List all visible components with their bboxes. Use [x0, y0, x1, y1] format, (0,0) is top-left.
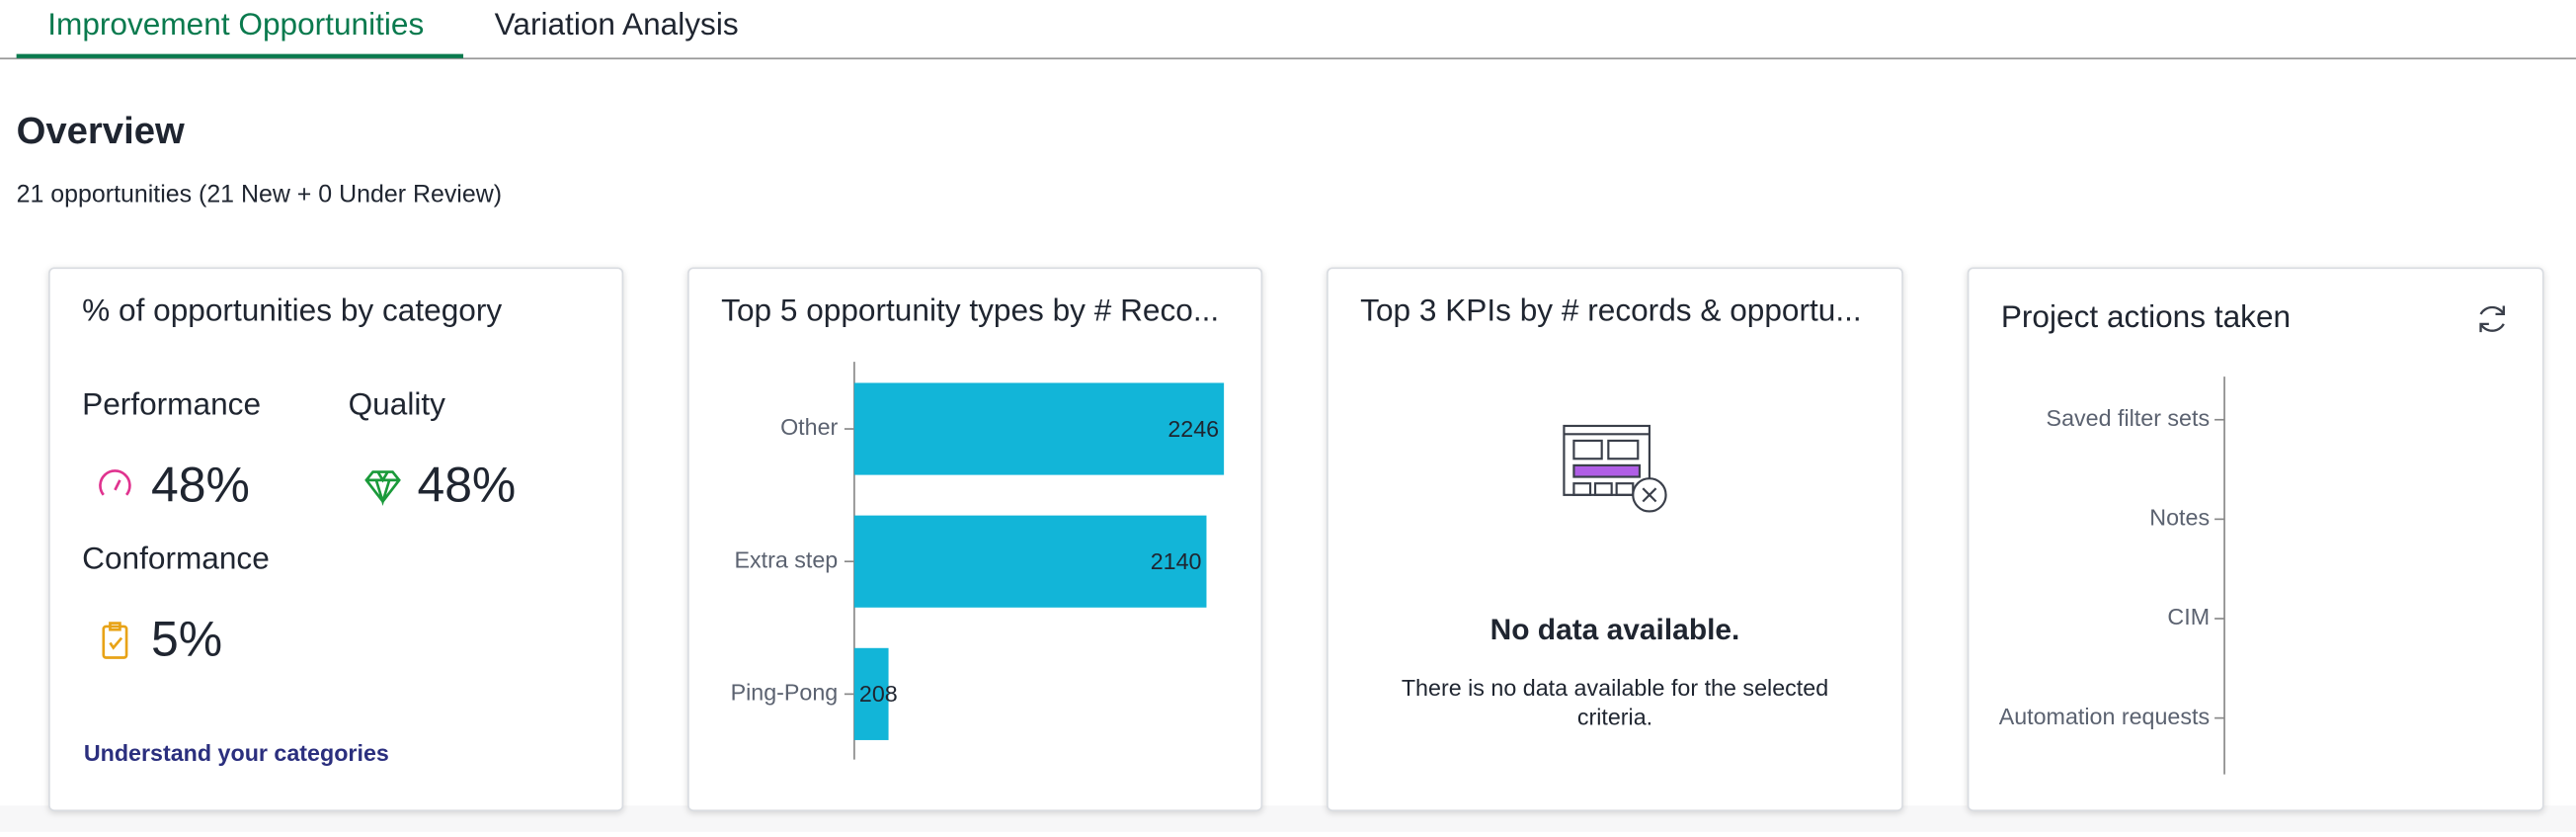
conformance-icon: [102, 622, 128, 659]
quality-icon: [364, 470, 401, 507]
category-value: 5%: [151, 612, 222, 667]
category-value: 48%: [417, 457, 516, 512]
y-tick-label: Other: [780, 414, 838, 440]
bar-value-label: 208: [859, 681, 898, 707]
tab-active[interactable]: Improvement Opportunities: [47, 6, 424, 42]
no-data-icon: [1563, 424, 1667, 513]
bar-value-label: 2246: [1167, 416, 1219, 442]
card-frame: [1327, 267, 1903, 812]
bar: [853, 382, 1225, 475]
kpi-card: Top 3 KPIs by # records & opportu... No …: [1327, 267, 1903, 812]
overview-summary: 21 opportunities (21 New + 0 Under Revie…: [17, 181, 502, 209]
empty-text-box: There is no data available for the selec…: [1401, 674, 1829, 730]
opportunity-types-card: Top 5 opportunity types by # Reco... Oth…: [687, 267, 1263, 812]
overview-title: Overview: [17, 110, 185, 152]
y-tick-label: CIM: [2167, 604, 2210, 629]
card-title: % of opportunities by category: [82, 293, 502, 328]
card-title: Top 3 KPIs by # records & opportu...: [1360, 293, 1862, 328]
bar: [853, 647, 889, 740]
category-value: 48%: [151, 457, 250, 512]
empty-title: No data available.: [1490, 614, 1740, 646]
y-tick-label: Saved filter sets: [2047, 405, 2211, 431]
category-label: Performance: [82, 385, 261, 421]
card-title: Top 5 opportunity types by # Reco...: [721, 293, 1219, 328]
empty-text: There is no data available for the selec…: [1401, 674, 1829, 730]
category-label: Conformance: [82, 541, 270, 576]
project-actions-card: Project actions taken Saved filter sets N…: [1967, 267, 2544, 812]
y-tick-label: Automation requests: [1999, 704, 2210, 729]
y-tick-label: Notes: [2149, 505, 2210, 531]
y-tick-label: Ping-Pong: [731, 680, 839, 706]
category-label: Quality: [349, 385, 446, 421]
y-tick-label: Extra step: [735, 546, 839, 572]
bar-value-label: 2140: [1151, 548, 1202, 574]
refresh-icon[interactable]: [2479, 305, 2505, 333]
tab[interactable]: Variation Analysis: [495, 6, 739, 42]
card-frame: [48, 267, 624, 812]
card-title: Project actions taken: [2001, 298, 2291, 334]
bar: [853, 515, 1207, 608]
performance-icon: [99, 469, 131, 496]
card-frame: [1967, 267, 2544, 812]
category-card: % of opportunities by category Performan…: [48, 267, 624, 812]
categories-link[interactable]: Understand your categories: [84, 740, 389, 766]
